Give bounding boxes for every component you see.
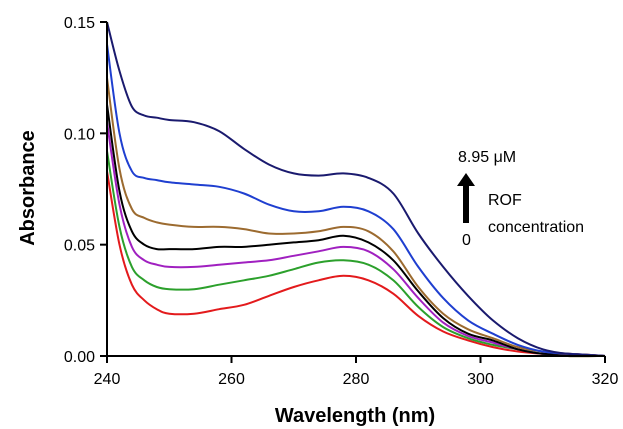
annotation-top-label: 8.95 μM	[458, 149, 516, 166]
series-line-6	[106, 44, 606, 357]
annotation-rof-label: ROF	[488, 192, 522, 209]
y-axis-title: Absorbance	[17, 130, 39, 246]
y-tick-label: 0.15	[64, 15, 95, 32]
y-tick-label: 0.05	[64, 238, 95, 255]
series-line-1	[106, 171, 606, 358]
x-tick-label: 300	[467, 371, 494, 388]
series-line-5	[106, 77, 606, 357]
series-line-2	[106, 150, 606, 358]
annotation-concentration-label: concentration	[488, 219, 584, 236]
tick-marks: 240 260 280 300 320 0.00 0.05 0.10 0.15	[64, 15, 619, 388]
axes	[106, 22, 605, 357]
series-line-4	[106, 104, 606, 357]
annotation-bottom-label: 0	[462, 232, 471, 249]
y-tick-label: 0.10	[64, 126, 95, 143]
x-axis-title: Wavelength (nm)	[275, 405, 435, 427]
x-tick-label: 240	[94, 371, 121, 388]
series-line-3	[106, 122, 606, 357]
increase-arrow-icon	[457, 173, 475, 223]
x-tick-label: 280	[343, 371, 370, 388]
concentration-annotation: 8.95 μM ROF concentration 0	[457, 149, 584, 249]
series-line-7	[106, 21, 606, 357]
series-curves	[106, 21, 606, 358]
y-tick-label: 0.00	[64, 349, 95, 366]
x-tick-label: 320	[592, 371, 619, 388]
x-tick-label: 260	[218, 371, 245, 388]
